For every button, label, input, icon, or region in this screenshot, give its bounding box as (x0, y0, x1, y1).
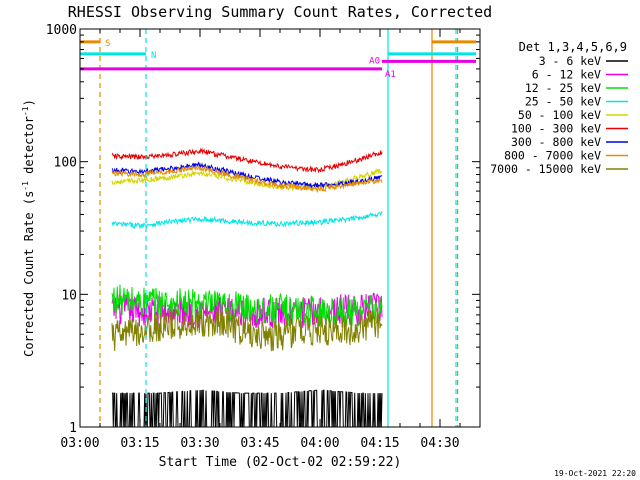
series-layer (111, 147, 383, 428)
y-axis-label-tail: detector (22, 116, 36, 181)
series-line-800-7000-keV-kev (111, 165, 383, 194)
series-line-25-50-keV-kev (111, 211, 383, 230)
timestamp: 19-Oct-2021 22:20 (554, 469, 636, 478)
y-tick-label: 10 (61, 288, 77, 303)
marker-layer (99, 29, 459, 427)
legend-label-300-800-keV-kev: 300 - 800 keV (511, 135, 601, 149)
series-line-7000-15000-keV-kev (111, 306, 383, 352)
x-tick-label: 03:45 (240, 436, 279, 451)
y-axis-label-main: Corrected Count Rate (s (22, 191, 36, 357)
y-axis-label-close: ) (22, 99, 36, 106)
legend-label-12-25-keV-kev: 12 - 25 keV (525, 81, 601, 95)
y-tick-label: 100 (54, 156, 77, 171)
x-tick-label: 03:00 (60, 436, 99, 451)
legend-label-800-7000-keV-kev: 800 - 7000 keV (504, 149, 601, 163)
legend-label-3-6-keV-kev: 3 - 6 keV (539, 54, 601, 68)
x-tick-label: 04:00 (300, 436, 339, 451)
chart-title: RHESSI Observing Summary Count Rates, Co… (68, 3, 492, 21)
x-tick-label: 03:15 (120, 436, 159, 451)
y-axis-label-sup1: -1 (21, 181, 30, 191)
x-axis: 03:00 03:15 03:30 03:45 04:00 04:15 04:30 (60, 29, 481, 451)
legend-title: Det 1,3,4,5,6,9 (519, 40, 627, 54)
x-tick-label: 04:30 (420, 436, 459, 451)
legend-label-100-300-keV-kev: 100 - 300 keV (511, 122, 601, 136)
legend-label-7000-15000-keV-kev: 7000 - 15000 keV (490, 162, 601, 176)
y-axis: 1 10 100 1000 (46, 23, 480, 436)
x-tick-label: 03:30 (180, 436, 219, 451)
legend-label-50-100-keV-kev: 50 - 100 keV (518, 108, 601, 122)
x-tick-label: 04:15 (360, 436, 399, 451)
flag-label-a0: A0 (369, 56, 380, 66)
legend-label-25-50-keV-kev: 25 - 50 keV (525, 95, 601, 109)
x-axis-label: Start Time (02-Oct-02 02:59:22) (159, 455, 402, 470)
y-axis-label: Corrected Count Rate (s-1 detector-1) (21, 99, 36, 357)
flag-label-n: N (151, 51, 156, 61)
y-tick-label: 1000 (46, 23, 77, 38)
flag-label-s: S (105, 39, 110, 49)
series-line-12-25-keV-kev (111, 284, 383, 329)
y-axis-label-sup2: -1 (21, 106, 30, 116)
flag-label-a1: A1 (385, 70, 396, 80)
legend-label-6-12-keV-kev: 6 - 12 keV (532, 68, 601, 82)
series-line-3-6-keV-kev (112, 389, 383, 428)
y-tick-label: 1 (69, 421, 77, 436)
flag-layer: S N A0 A1 (80, 39, 476, 80)
series-line-100-300-keV-kev (111, 147, 383, 174)
